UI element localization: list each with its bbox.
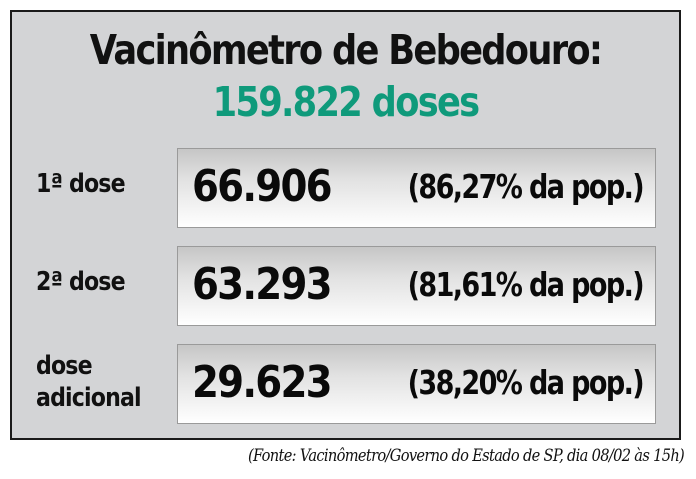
- population-percent: (38,20% da pop.): [407, 363, 645, 402]
- source-caption: (Fonte: Vacinômetro/Governo do Estado de…: [247, 446, 685, 466]
- panel-title: Vacinômetro de Bebedouro:: [89, 26, 603, 74]
- vaccine-counter-panel: Vacinômetro de Bebedouro: 159.822 doses …: [10, 10, 681, 440]
- dose-count: 29.623: [192, 357, 333, 408]
- row-label-line1: dose: [36, 351, 93, 381]
- population-percent: (86,27% da pop.): [407, 167, 645, 206]
- row-additional-dose: dose adicional 29.623 (38,20% da pop.): [12, 344, 679, 426]
- population-percent: (81,61% da pop.): [407, 265, 645, 304]
- row-label: 1ª dose: [36, 169, 126, 199]
- value-box: 29.623 (38,20% da pop.): [177, 344, 656, 424]
- row-second-dose: 2ª dose 63.293 (81,61% da pop.): [12, 246, 679, 328]
- dose-count: 66.906: [192, 161, 333, 212]
- total-doses: 159.822 doses: [212, 78, 481, 126]
- row-first-dose: 1ª dose 66.906 (86,27% da pop.): [12, 148, 679, 230]
- value-box: 63.293 (81,61% da pop.): [177, 246, 656, 326]
- row-label: 2ª dose: [36, 267, 126, 297]
- dose-count: 63.293: [192, 259, 333, 310]
- row-label-line2: adicional: [36, 383, 142, 413]
- value-box: 66.906 (86,27% da pop.): [177, 148, 656, 228]
